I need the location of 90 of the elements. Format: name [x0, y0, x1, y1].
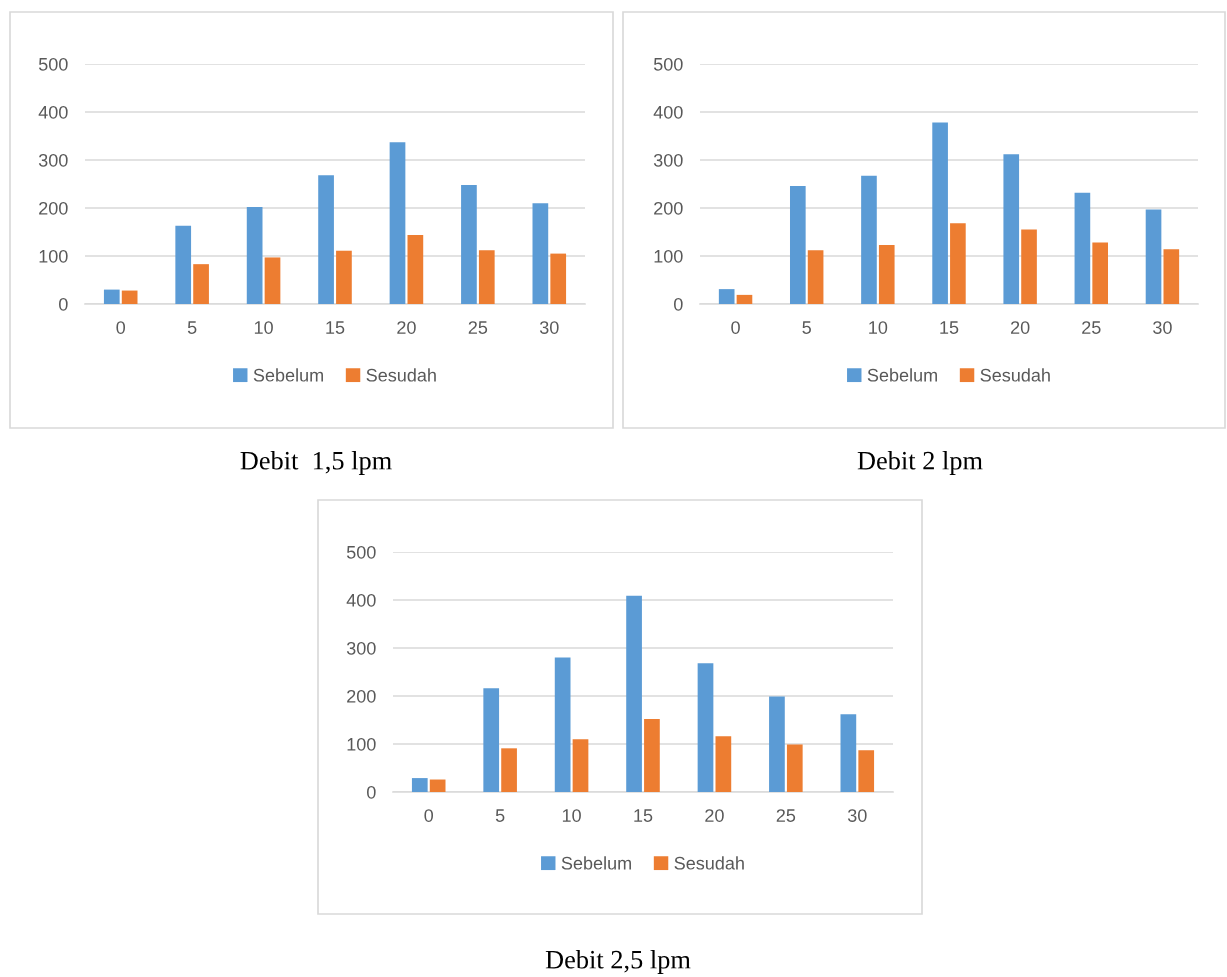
- bar: [264, 257, 281, 304]
- bar: [501, 748, 517, 792]
- bar: [532, 203, 549, 304]
- bar: [840, 714, 857, 792]
- y-tick-label: 500: [653, 57, 683, 71]
- x-tick-label: 20: [1011, 321, 1030, 334]
- bar: [121, 290, 138, 304]
- x-tick-label: 30: [1153, 321, 1172, 334]
- bar: [769, 696, 785, 792]
- bar: [1021, 229, 1037, 304]
- bar: [318, 175, 334, 304]
- x-tick-label: 25: [468, 321, 488, 334]
- x-tick-label: 30: [847, 809, 867, 822]
- x-tick-label: 15: [634, 809, 653, 822]
- bar: [572, 739, 589, 792]
- x-tick-label: 25: [776, 809, 796, 822]
- bar: [736, 294, 753, 304]
- text: Debit 2,5 lpm: [545, 950, 691, 974]
- bar: [478, 250, 495, 304]
- bar: [246, 207, 263, 304]
- bar: [336, 250, 352, 304]
- y-tick-label: 100: [654, 249, 683, 263]
- y-tick-label: 500: [38, 57, 68, 71]
- bar: [644, 719, 660, 792]
- x-tick-label: 0: [116, 321, 126, 334]
- bar: [878, 244, 895, 304]
- bar: [932, 122, 948, 304]
- bar: [807, 250, 824, 304]
- legend-label: Sesudah: [366, 368, 436, 382]
- x-tick-label: 15: [940, 321, 959, 334]
- x-tick-label: 30: [539, 321, 559, 334]
- bar: [550, 253, 567, 304]
- y-tick-label: 400: [653, 105, 683, 119]
- x-tick-label: 10: [869, 321, 888, 334]
- bar: [786, 744, 803, 792]
- y-tick-label: 200: [654, 201, 683, 215]
- bar: [1003, 154, 1020, 304]
- y-tick-label: 200: [39, 201, 68, 215]
- x-tick-label: 20: [397, 321, 416, 334]
- y-tick-label: 100: [39, 249, 68, 263]
- y-tick-label: 300: [38, 153, 68, 167]
- bar: [554, 657, 571, 792]
- y-tick-label: 300: [653, 153, 683, 167]
- x-tick-label: 10: [254, 321, 273, 334]
- bar: [389, 142, 406, 304]
- legend-label: Sebelum: [867, 368, 937, 382]
- bar: [715, 736, 732, 792]
- x-tick-label: 5: [187, 321, 197, 334]
- bar: [790, 185, 806, 304]
- y-tick-label: 0: [367, 785, 376, 799]
- x-tick-label: 5: [495, 809, 505, 822]
- bar: [1074, 192, 1091, 304]
- x-tick-label: 20: [705, 809, 724, 822]
- bar: [407, 234, 424, 304]
- y-tick-label: 500: [346, 545, 376, 559]
- bar: [950, 223, 966, 304]
- bar: [461, 184, 477, 304]
- bar: [1145, 209, 1162, 304]
- x-tick-label: 0: [731, 321, 740, 334]
- legend-label: Sebelum: [561, 856, 631, 870]
- y-tick-label: 0: [59, 297, 68, 311]
- legend-label: Sesudah: [980, 368, 1050, 382]
- x-tick-label: 10: [562, 809, 581, 822]
- bar: [858, 750, 875, 792]
- y-tick-label: 400: [346, 593, 376, 607]
- text: Debit 1,5 lpm: [240, 451, 392, 475]
- x-tick-label: 0: [424, 809, 434, 822]
- bar: [718, 289, 735, 304]
- text: Debit 2 lpm: [857, 451, 983, 475]
- y-tick-label: 300: [346, 641, 376, 655]
- bar: [483, 688, 500, 792]
- bar: [411, 778, 428, 792]
- bar: [1092, 242, 1108, 304]
- bar: [193, 264, 209, 304]
- y-tick-label: 100: [347, 737, 376, 751]
- bar: [103, 289, 120, 304]
- y-tick-label: 0: [674, 297, 683, 311]
- x-tick-label: 25: [1082, 321, 1101, 334]
- bar: [1163, 249, 1180, 304]
- legend-label: Sebelum: [253, 368, 323, 382]
- x-tick-label: 15: [326, 321, 345, 334]
- bar: [429, 779, 446, 792]
- y-tick-label: 200: [347, 689, 376, 703]
- bar: [175, 225, 192, 304]
- x-tick-label: 5: [802, 321, 811, 334]
- bar: [626, 595, 642, 792]
- bar: [861, 175, 877, 304]
- legend-label: Sesudah: [674, 856, 744, 870]
- y-tick-label: 400: [38, 105, 68, 119]
- bar: [697, 663, 714, 792]
